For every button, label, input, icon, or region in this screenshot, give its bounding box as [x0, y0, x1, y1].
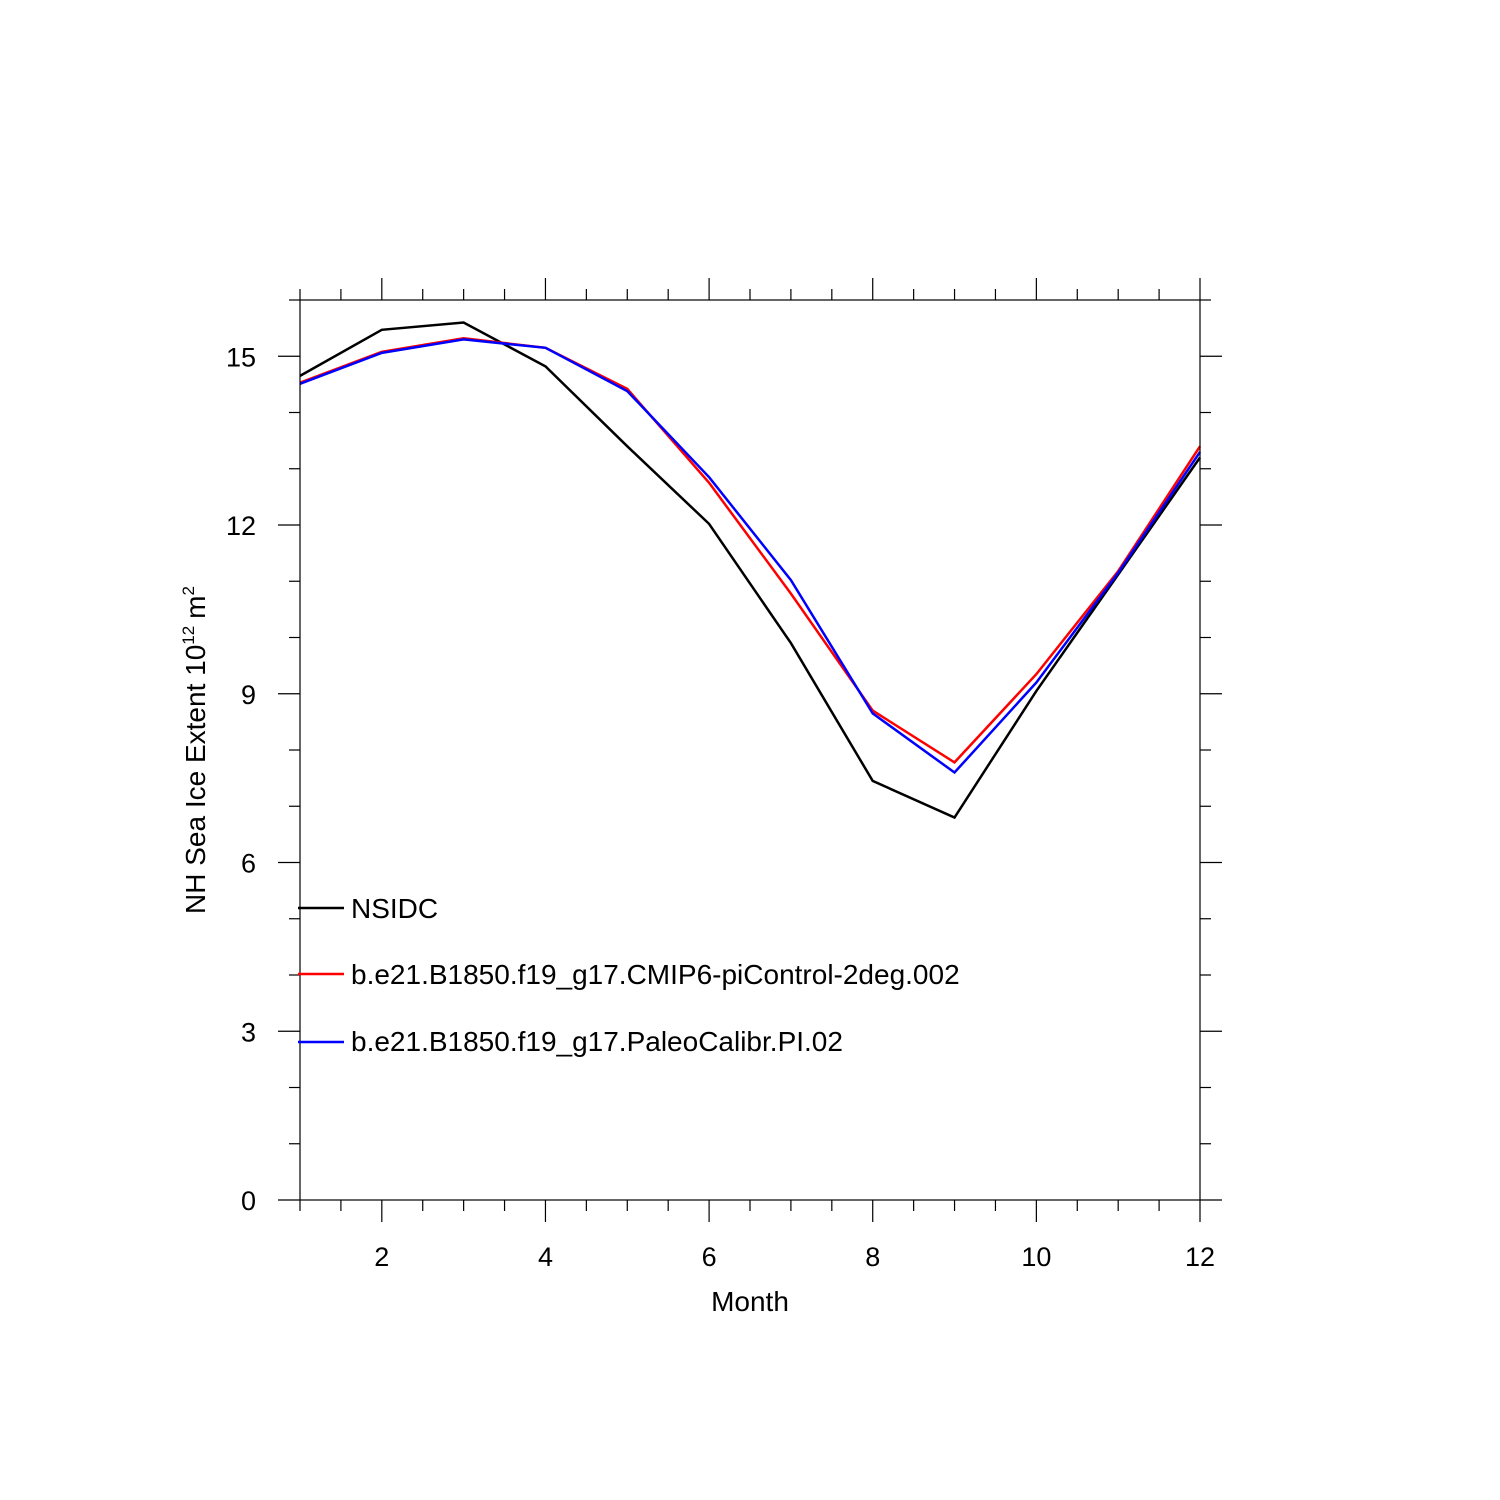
x-tick-label: 12: [1185, 1242, 1215, 1272]
legend-label-nsidc: NSIDC: [351, 893, 438, 924]
legend: NSIDC b.e21.B1850.f19_g17.CMIP6-piContro…: [298, 893, 960, 1057]
y-axis-title-unit: m: [180, 595, 211, 618]
y-tick-label: 9: [241, 680, 256, 710]
y-tick-label: 12: [226, 511, 256, 541]
legend-label-cmip6: b.e21.B1850.f19_g17.CMIP6-piControl-2deg…: [351, 959, 960, 990]
y-tick-label: 3: [241, 1017, 256, 1047]
x-tick-label: 4: [538, 1242, 553, 1272]
y-tick-label: 6: [241, 849, 256, 879]
y-axis-title-exponent: 12: [179, 626, 198, 645]
legend-label-paleocalibr: b.e21.B1850.f19_g17.PaleoCalibr.PI.02: [351, 1026, 843, 1057]
x-tick-label: 2: [374, 1242, 389, 1272]
series-line-1: [299, 337, 1202, 765]
x-tick-label: 6: [702, 1242, 717, 1272]
x-axis-title: Month: [711, 1286, 789, 1317]
y-axis-title-unit-exponent: 2: [179, 586, 198, 595]
y-axis-title: NH Sea Ice Extent 1012 m2: [179, 586, 211, 914]
series-lines: [299, 321, 1202, 820]
x-tick-label: 8: [865, 1242, 880, 1272]
y-tick-label: 0: [241, 1186, 256, 1216]
plot-frame: [299, 299, 1201, 1201]
series-line-2: [299, 338, 1202, 775]
y-tick-label: 15: [226, 342, 256, 372]
y-axis-title-main: NH Sea Ice Extent 10: [180, 645, 211, 914]
x-tick-label: 10: [1021, 1242, 1051, 1272]
axis-ticks: [278, 278, 1222, 1222]
series-line-0: [299, 321, 1202, 820]
axis-tick-labels: 2 4 6 8 10 12 0 3 6 9 12 15: [226, 342, 1215, 1272]
